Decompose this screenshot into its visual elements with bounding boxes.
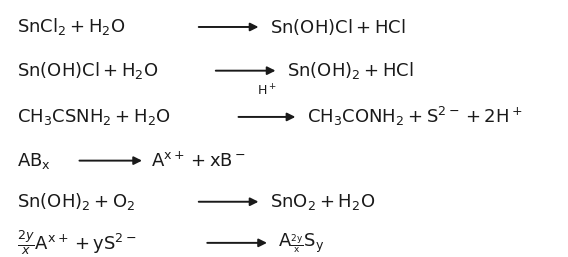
Text: $\mathrm{Sn(OH)Cl + HCl}$: $\mathrm{Sn(OH)Cl + HCl}$ [270,17,406,37]
Text: $\mathrm{Sn(OH)_2 + O_2}$: $\mathrm{Sn(OH)_2 + O_2}$ [17,191,136,212]
Text: $\frac{2y}{x}\mathrm{A^{x+} + yS^{2-}}$: $\frac{2y}{x}\mathrm{A^{x+} + yS^{2-}}$ [17,228,137,257]
Text: $\mathrm{SnCl_2 + H_2O}$: $\mathrm{SnCl_2 + H_2O}$ [17,16,126,38]
Text: $\mathrm{SnO_2 + H_2O}$: $\mathrm{SnO_2 + H_2O}$ [270,192,375,212]
Text: $\mathrm{Sn(OH)Cl + H_2O}$: $\mathrm{Sn(OH)Cl + H_2O}$ [17,60,158,81]
Text: $\mathrm{A^{x+} + xB^-}$: $\mathrm{A^{x+} + xB^-}$ [151,151,245,170]
Text: $\mathrm{Sn(OH)_2 + HCl}$: $\mathrm{Sn(OH)_2 + HCl}$ [287,60,414,81]
Text: $\mathrm{CH_3CSNH_2 + H_2O}$: $\mathrm{CH_3CSNH_2 + H_2O}$ [17,107,171,127]
Text: $\mathrm{CH_3CONH_2 + S^{2-} + 2H^+}$: $\mathrm{CH_3CONH_2 + S^{2-} + 2H^+}$ [307,105,523,128]
Text: $\mathrm{H^+}$: $\mathrm{H^+}$ [257,84,277,99]
Text: $\mathrm{AB_x}$: $\mathrm{AB_x}$ [17,151,51,171]
Text: $\mathrm{A_{\frac{2y}{x}}S_y}$: $\mathrm{A_{\frac{2y}{x}}S_y}$ [278,231,324,255]
